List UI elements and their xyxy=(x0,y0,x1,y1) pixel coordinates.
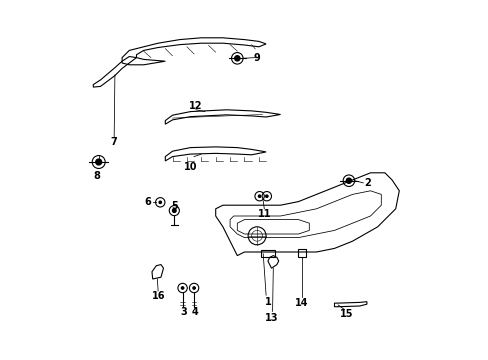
Text: 5: 5 xyxy=(171,201,177,211)
Bar xyxy=(297,249,305,257)
Text: 10: 10 xyxy=(183,162,197,172)
Circle shape xyxy=(234,56,240,61)
Text: 1: 1 xyxy=(264,297,271,307)
Text: 16: 16 xyxy=(152,291,165,301)
Circle shape xyxy=(172,209,176,212)
Text: 2: 2 xyxy=(364,178,370,188)
Text: 13: 13 xyxy=(264,312,278,323)
Text: 3: 3 xyxy=(180,307,186,317)
Circle shape xyxy=(181,287,183,289)
Text: 11: 11 xyxy=(257,209,270,219)
Circle shape xyxy=(159,201,161,203)
Circle shape xyxy=(265,195,267,197)
Text: 12: 12 xyxy=(189,101,202,111)
Text: 14: 14 xyxy=(295,298,308,308)
Circle shape xyxy=(258,195,260,197)
Bar xyxy=(260,250,275,257)
Circle shape xyxy=(193,287,195,289)
Text: 7: 7 xyxy=(111,137,117,147)
Text: 6: 6 xyxy=(143,197,150,207)
Text: 4: 4 xyxy=(191,307,198,317)
Circle shape xyxy=(96,159,102,165)
Text: 15: 15 xyxy=(339,309,352,319)
Text: 9: 9 xyxy=(253,53,260,63)
Circle shape xyxy=(346,178,351,183)
Text: 8: 8 xyxy=(93,171,100,181)
